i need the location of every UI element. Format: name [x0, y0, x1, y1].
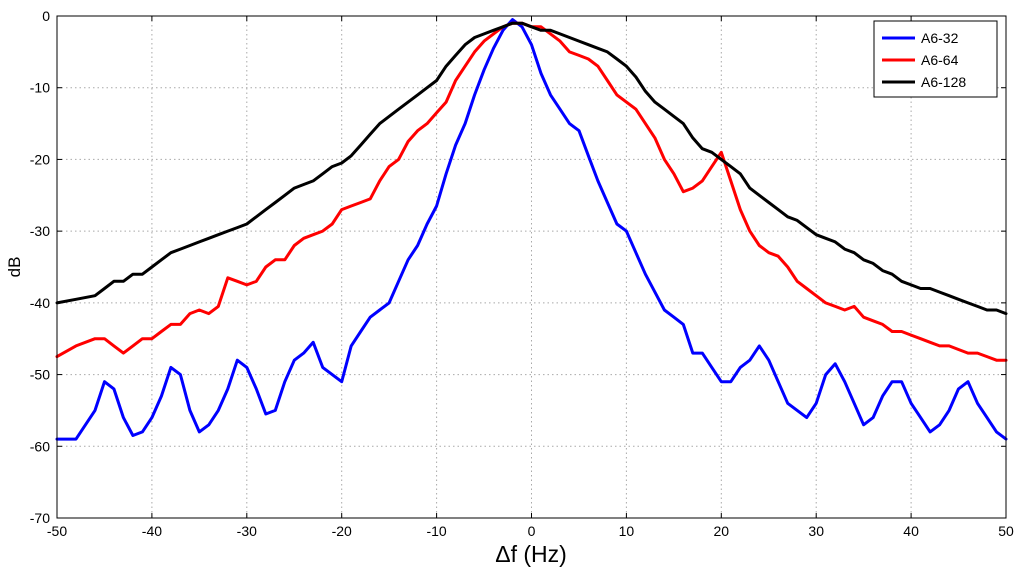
legend-label: A6-64 [921, 52, 959, 68]
series-line-a6-128 [55, 21, 1008, 316]
y-tick-label: -10 [30, 80, 50, 96]
legend-label: A6-32 [921, 30, 959, 46]
x-tick-label: 20 [714, 523, 730, 539]
y-tick-label: -30 [30, 223, 50, 239]
grid-lines [57, 16, 1006, 518]
x-tick-label: 0 [528, 523, 536, 539]
legend-label: A6-128 [921, 74, 966, 90]
x-tick-label: -40 [142, 523, 162, 539]
y-tick-label: -60 [30, 438, 50, 454]
x-tick-label: 50 [998, 523, 1014, 539]
plot-background [57, 16, 1006, 518]
x-axis-label: Δf (Hz) [495, 541, 567, 567]
x-tick-label: 10 [619, 523, 635, 539]
series-line-a6-32 [55, 18, 1008, 441]
series-line-a6-64 [55, 21, 1008, 362]
y-axis-label: dB [5, 257, 24, 278]
series-layer [55, 18, 1008, 441]
y-tick-label: 0 [42, 8, 50, 24]
x-tick-label: 40 [903, 523, 919, 539]
axis-ticks: -50 -40 -30 -20 -10 0 10 20 30 40 50 0 -10 -20 -30 -40 -… [30, 8, 1014, 539]
y-tick-label: -70 [30, 510, 50, 526]
x-tick-label: -10 [426, 523, 446, 539]
legend: A6-32 A6-64 A6-128 [873, 20, 998, 98]
x-tick-label: -20 [332, 523, 352, 539]
x-tick-label: -30 [237, 523, 257, 539]
y-tick-label: -20 [30, 151, 50, 167]
y-tick-label: -40 [30, 295, 50, 311]
x-tick-label: -50 [47, 523, 67, 539]
x-tick-label: 30 [808, 523, 824, 539]
y-tick-label: -50 [30, 367, 50, 383]
